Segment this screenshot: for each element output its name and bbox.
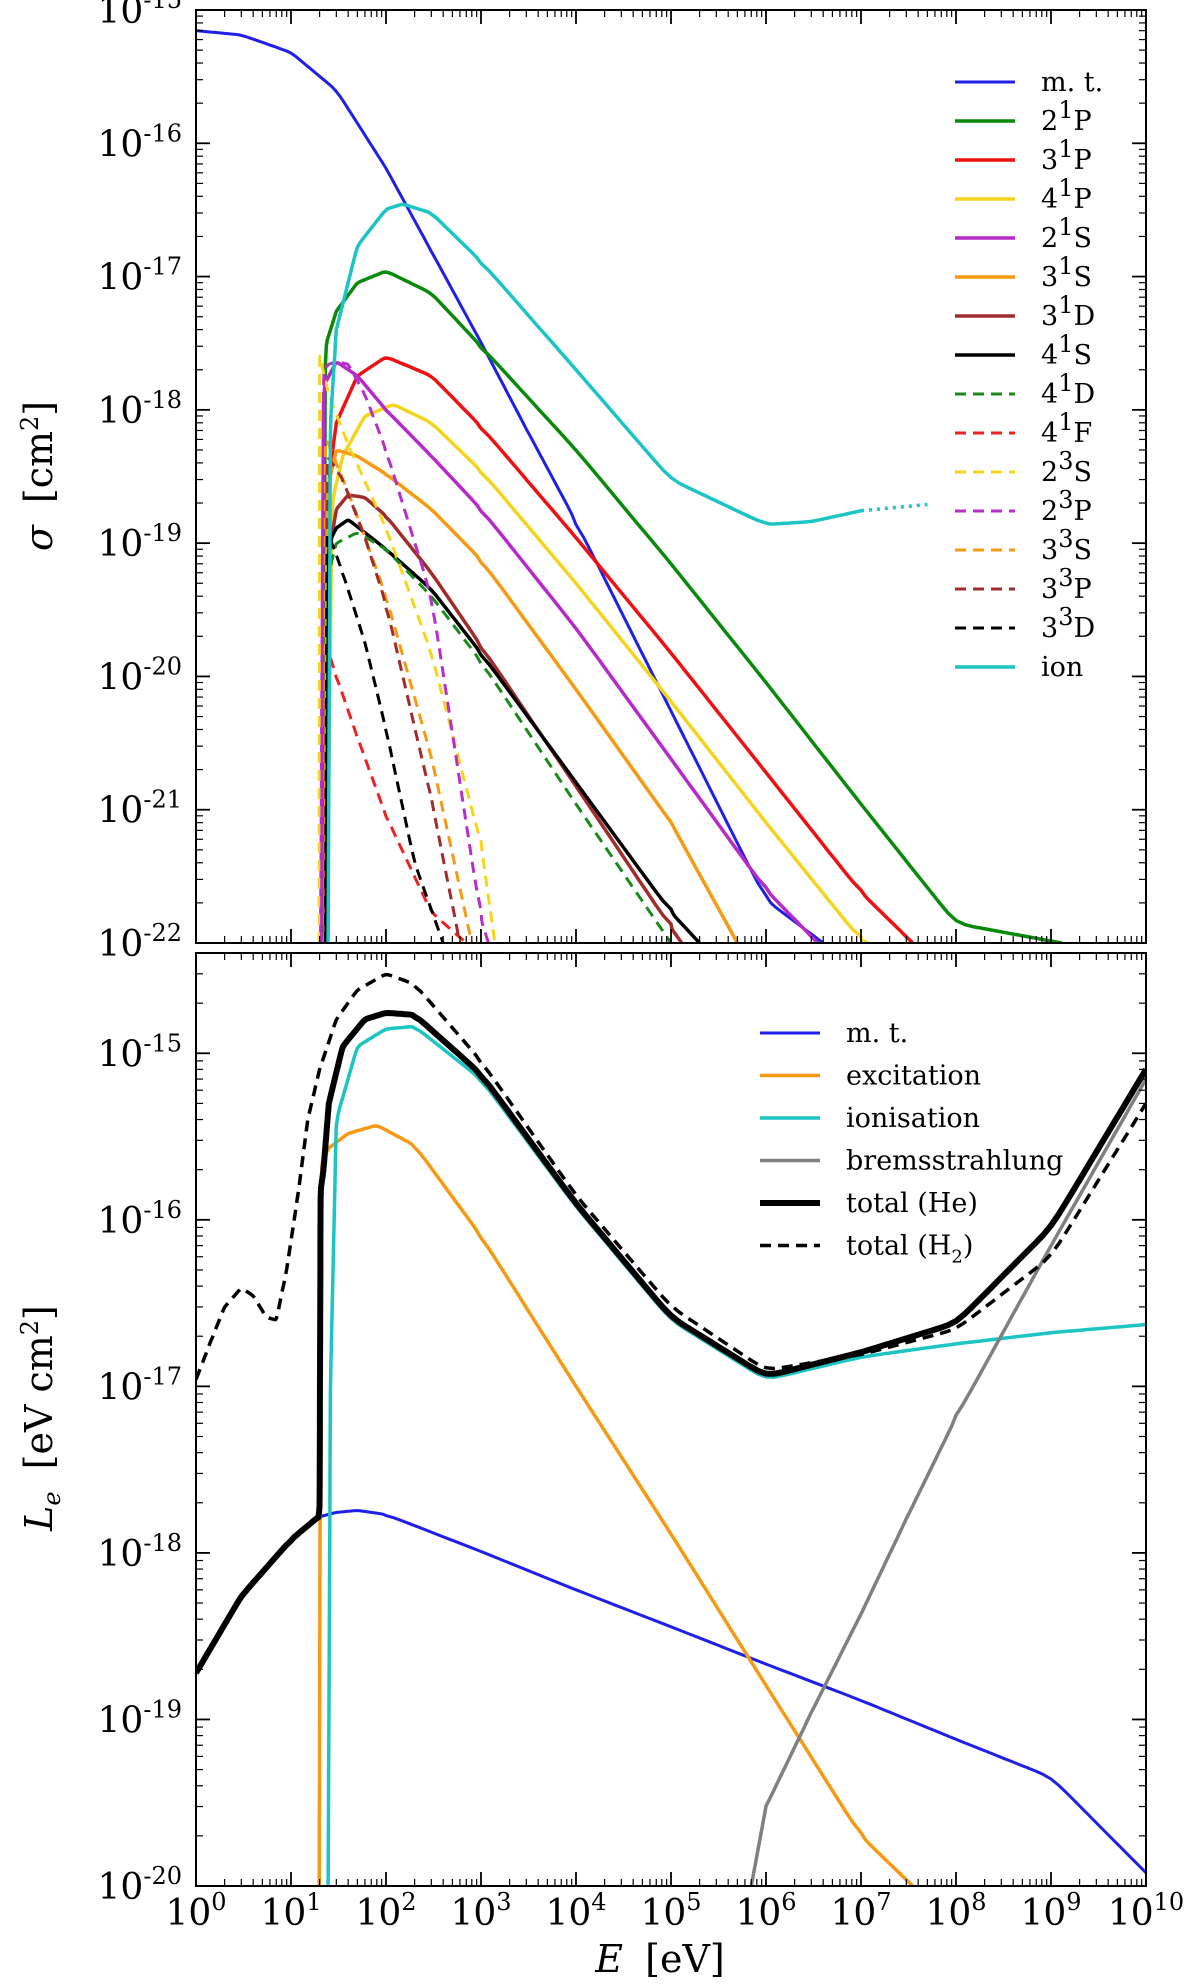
x-tick-labels: 100 101 102 103 104 105 106 107 108 109 1010 — [165, 1888, 1184, 1934]
top-series-line-11 — [320, 360, 490, 943]
top-series-line-9 — [325, 655, 468, 943]
top-y-tick-label: 10-16 — [98, 119, 182, 165]
x-tick-label: 108 — [925, 1888, 986, 1934]
bottom-y-tick-label: 10-19 — [98, 1695, 182, 1741]
bottom-y-tick-label: 10-20 — [98, 1862, 182, 1908]
top-legend-label: 41D — [1041, 369, 1095, 410]
top-series-line-0 — [196, 29, 825, 943]
x-tick-label: 102 — [355, 1888, 416, 1934]
bottom-series-line-5 — [196, 972, 1146, 1381]
bottom-legend-label: m. t. — [846, 1018, 908, 1049]
top-legend-label: 41P — [1041, 174, 1092, 215]
top-legend-label: 41F — [1041, 408, 1092, 449]
x-axis-label: E [eV] — [594, 1937, 724, 1981]
bottom-y-tick-label: 10-18 — [98, 1529, 182, 1575]
top-series-line-8 — [325, 531, 673, 943]
top-series-line-2 — [323, 356, 914, 943]
bottom-legend-label: ionisation — [846, 1103, 980, 1134]
x-tick-label: 106 — [735, 1888, 796, 1934]
bottom-y-tick-labels: 10-20 10-19 10-18 10-17 10-16 10-15 — [98, 1029, 182, 1908]
panel-bottom: 10-20 10-19 10-18 10-17 10-16 10-15 100 101 102… — [16, 952, 1184, 1981]
top-y-tick-label: 10-17 — [98, 253, 182, 299]
top-legend-label: 33D — [1041, 603, 1095, 644]
bottom-series-lines — [196, 972, 1146, 1886]
top-series-line-16 — [860, 502, 928, 513]
bottom-legend-label: excitation — [846, 1061, 981, 1092]
x-tick-label: 1010 — [1108, 1888, 1184, 1934]
bottom-plot-frame — [195, 952, 1147, 1887]
top-legend-label: 31D — [1041, 291, 1095, 332]
bottom-y-axis-label: Le [eV cm2] — [16, 1305, 69, 1532]
bottom-series-line-0 — [319, 1509, 1146, 1874]
top-y-tick-label: 10-19 — [98, 519, 182, 565]
bottom-legend: m. t. excitation ionisation bremsstrahlung t… — [760, 1018, 1063, 1268]
top-y-tick-label: 10-20 — [98, 652, 182, 698]
top-legend-label: 31S — [1041, 252, 1092, 293]
top-series-line-5 — [323, 448, 739, 943]
top-series-line-10 — [317, 354, 497, 943]
top-series-line-12 — [323, 438, 474, 943]
top-series-lines — [196, 29, 1063, 943]
top-legend-label: 23P — [1041, 486, 1092, 527]
top-legend-label: 21P — [1041, 96, 1092, 137]
top-legend: m. t.21P31P41P21S31S31D41S41D41F23S23P33… — [955, 67, 1103, 683]
top-legend-label: 31P — [1041, 135, 1092, 176]
top-y-tick-labels: 10-22 10-21 10-20 10-19 10-18 10-17 10-16 10-15 — [98, 0, 182, 965]
x-tick-label: 103 — [450, 1888, 511, 1934]
top-series-line-1 — [320, 270, 1063, 943]
top-plot-frame — [195, 9, 1147, 944]
bottom-series-line-3 — [749, 1078, 1146, 1886]
x-tick-label: 109 — [1020, 1888, 1081, 1934]
top-y-tick-label: 10-15 — [98, 0, 182, 32]
top-legend-label: 23S — [1041, 447, 1092, 488]
bottom-y-tick-label: 10-16 — [98, 1196, 182, 1242]
top-series-line-14 — [324, 532, 445, 943]
top-legend-label: m. t. — [1041, 67, 1103, 98]
top-legend-label: ion — [1041, 652, 1083, 683]
top-series-line-15 — [326, 202, 862, 943]
x-tick-label: 107 — [830, 1888, 891, 1934]
top-y-axis-label: σ [cm2] — [16, 401, 61, 551]
x-tick-label: 104 — [545, 1888, 606, 1934]
top-legend-label: 33S — [1041, 525, 1092, 566]
bottom-legend-label: bremsstrahlung — [846, 1146, 1063, 1177]
x-tick-label: 105 — [640, 1888, 701, 1934]
top-legend-label: 33P — [1041, 564, 1092, 605]
bottom-ticks — [195, 952, 1147, 1887]
top-series-line-6 — [323, 493, 684, 943]
top-legend-label: 41S — [1041, 330, 1092, 371]
top-series-line-13 — [323, 455, 462, 943]
top-legend-label: 21S — [1041, 213, 1092, 254]
bottom-legend-label: total (He) — [846, 1188, 978, 1219]
bottom-legend-label: total (H2) — [846, 1231, 973, 1268]
top-y-tick-label: 10-18 — [98, 386, 182, 432]
x-tick-label: 100 — [165, 1888, 226, 1934]
bottom-y-tick-label: 10-17 — [98, 1362, 182, 1408]
top-y-tick-label: 10-21 — [98, 786, 182, 832]
top-series-line-3 — [325, 403, 870, 943]
top-y-tick-label: 10-22 — [98, 919, 182, 965]
bottom-y-tick-label: 10-15 — [98, 1029, 182, 1075]
panel-top: 10-22 10-21 10-20 10-19 10-18 10-17 10-16 10-15… — [16, 0, 1147, 965]
x-tick-label: 101 — [260, 1888, 321, 1934]
top-ticks — [195, 9, 1147, 944]
